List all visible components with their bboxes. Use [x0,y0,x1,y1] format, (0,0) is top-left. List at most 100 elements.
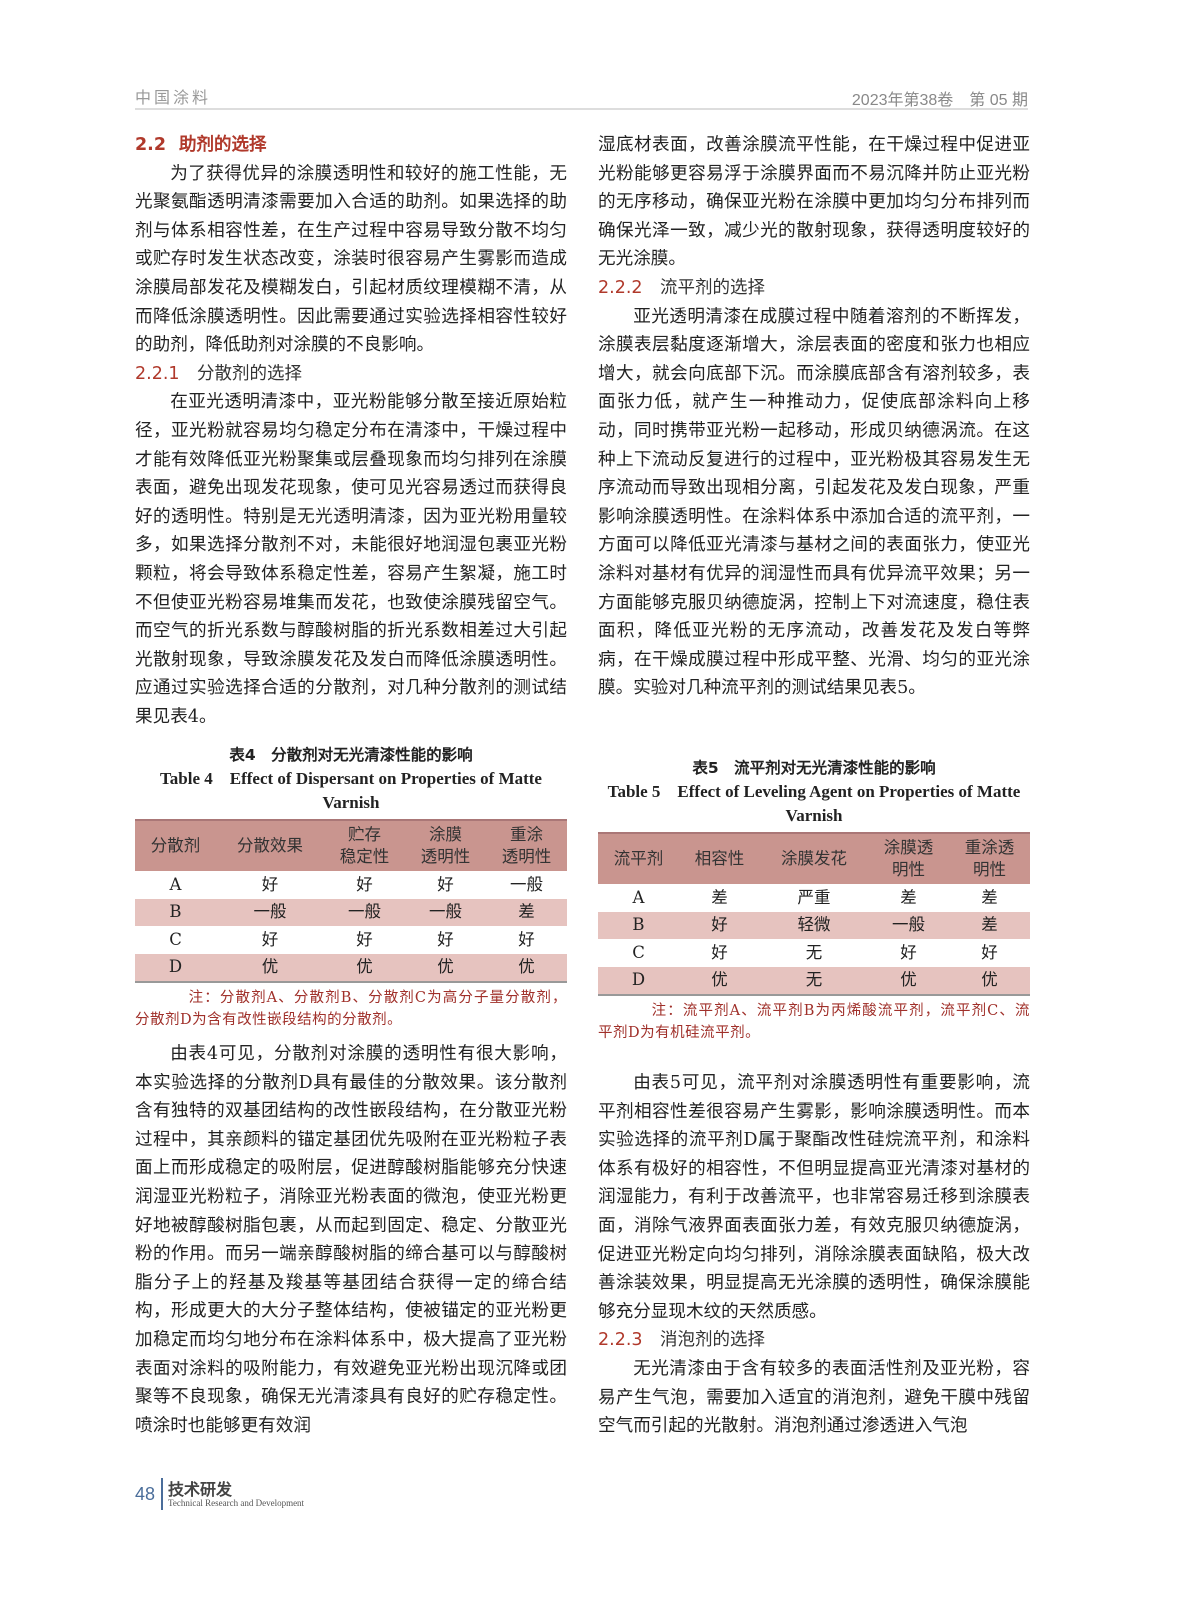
paragraph: 为了获得优异的涂膜透明性和较好的施工性能，无光聚氨酯透明清漆需要加入合适的助剂。… [135,163,567,356]
section-title: 助剂的选择 [179,135,267,155]
table-cell: 差 [981,887,998,907]
section-number: 2.2.1 [135,363,180,384]
table-cell: 一般 [216,898,324,926]
section-heading-2-2: 2.2 助剂的选择 [135,131,567,160]
table-cell: 差 [711,887,728,907]
table-cell: B [598,911,679,939]
table-cell: 好 [518,929,535,949]
left-column-top: 2.2 助剂的选择 为了获得优异的涂膜透明性和较好的施工性能，无光聚氨酯透明清漆需… [135,131,567,731]
table-cell: C [632,942,645,962]
table-cell: 优 [405,953,486,983]
column-header: 涂膜透 明性 [868,832,949,884]
footer-section-en: Technical Research and Development [168,1498,305,1508]
table-cell: B [135,898,216,926]
table-cell: 好 [437,929,454,949]
issue-info: 2023年第38卷 第 05 期 [851,92,1028,109]
table-caption-zh: 表4 分散剂对无光清漆性能的影响 [229,746,473,764]
right-column-top: 湿底材表面，改善涂膜流平性能，在干燥过程中促进亚光粉能够更容易浮于涂膜界面而不易… [598,131,1030,703]
left-column-bottom: 由表4可见，分散剂对涂膜的透明性有很大影响，本实验选择的分散剂D具有最佳的分散效… [135,1040,567,1440]
column-header: 分散剂 [135,819,216,871]
section-heading-2-2-1: 2.2.1 分散剂的选择 [135,360,567,389]
table-cell: 优 [868,966,949,996]
table-cell: 好 [711,942,728,962]
table-cell: 一般 [510,874,543,894]
table-caption-zh: 表5 流平剂对无光清漆性能的影响 [692,759,936,777]
column-header: 重涂 透明性 [486,819,567,871]
table-header-row: 分散剂 分散效果 贮存 稳定性 涂膜 透明性 重涂 透明性 [135,819,567,871]
paragraph: 在亚光透明清漆中，亚光粉能够分散至接近原始粒径，亚光粉就容易均匀稳定分布在清漆中… [135,392,567,727]
section-title: 消泡剂的选择 [660,1330,765,1351]
table-note: 注：流平剂A、流平剂B为丙烯酸流平剂，流平剂C、流平剂D为有机硅流平剂。 [598,1003,1030,1041]
table-cell: D [598,966,679,996]
footer-section-zh: 技术研发 [168,1480,233,1499]
table-cell: 好 [261,874,279,894]
table-caption-en: Table 4 Effect of Dispersant on Properti… [160,769,542,812]
table-cell: 优 [324,953,405,983]
paragraph: 湿底材表面，改善涂膜流平性能，在干燥过程中促进亚光粉能够更容易浮于涂膜界面而不易… [598,135,1030,270]
table-header-row: 流平剂 相容性 涂膜发花 涂膜透 明性 重涂透 明性 [598,832,1030,884]
table-row: A 差 严重 差 差 [598,884,1030,912]
leveling-agent-table: 流平剂 相容性 涂膜发花 涂膜透 明性 重涂透 明性 A 差严重差差 B 好轻微 一般差 C 好无好好… [598,832,1030,996]
table-row: B 好轻微 一般差 [598,911,1030,939]
table-cell: 一般 [324,898,405,926]
column-header: 涂膜 透明性 [405,819,486,871]
paragraph: 无光清漆由于含有较多的表面活性剂及亚光粉，容易产生气泡，需要加入适宜的消泡剂，避… [598,1358,1030,1437]
table-cell: 一般 [868,911,949,939]
table-cell: 优 [679,966,760,996]
section-number: 2.2.2 [598,277,643,298]
journal-name: 中国涂料 [135,88,212,107]
table-cell: 好 [356,929,373,949]
section-title: 分散剂的选择 [197,363,302,384]
page-number: 48 [135,1484,156,1504]
column-header: 涂膜发花 [760,832,868,884]
column-header: 重涂透 明性 [949,832,1030,884]
paragraph: 由表5可见，流平剂对涂膜透明性有重要影响，流平剂相容性差很容易产生雾影，影响涂膜… [598,1073,1030,1322]
table-cell: 好 [437,874,454,894]
table-cell: 差 [900,887,917,907]
table-cell: 好 [900,942,917,962]
table-5: 表5 流平剂对无光清漆性能的影响 Table 5 Effect of Level… [598,756,1030,1044]
header-divider [135,108,1028,110]
table-cell: A [169,874,182,894]
table-cell: 好 [679,911,760,939]
table-caption-en: Table 5 Effect of Leveling Agent on Prop… [607,782,1021,825]
dispersant-table: 分散剂 分散效果 贮存 稳定性 涂膜 透明性 重涂 透明性 A 好好好一般 B 一般 一般 一般差 C… [135,819,567,983]
table-cell: 无 [805,942,823,962]
table-cell: 无 [760,966,868,996]
table-cell: 严重 [797,887,831,907]
paragraph: 由表4可见，分散剂对涂膜的透明性有很大影响，本实验选择的分散剂D具有最佳的分散效… [135,1044,567,1436]
table-note: 注：分散剂A、分散剂B、分散剂C为高分子量分散剂，分散剂D为含有改性嵌段结构的分… [135,990,567,1028]
table-cell: 好 [981,942,998,962]
footer-divider [161,1478,163,1510]
column-header: 分散效果 [216,819,324,871]
table-row: B 一般 一般 一般差 [135,898,567,926]
table-row: A 好 好 好 一般 [135,871,567,899]
table-cell: 优 [949,966,1030,996]
section-number: 2.2.3 [598,1330,643,1351]
table-cell: C [169,929,182,949]
column-header: 贮存 稳定性 [324,819,405,871]
section-number: 2.2 [135,135,167,155]
column-header: 流平剂 [598,832,679,884]
table-cell: 差 [486,898,567,926]
table-4: 表4 分散剂对无光清漆性能的影响 Table 4 Effect of Dispe… [135,743,567,1031]
table-cell: 优 [216,953,324,983]
table-cell: 差 [949,911,1030,939]
paragraph: 亚光透明清漆在成膜过程中随着溶剂的不断挥发，涂膜表层黏度逐渐增大，涂层表面的密度… [598,306,1030,699]
section-heading-2-2-2: 2.2.2 流平剂的选择 [598,274,1030,303]
table-cell: 好 [356,874,373,894]
table-cell: 轻微 [760,911,868,939]
table-cell: 好 [261,929,279,949]
table-cell: 优 [486,953,567,983]
table-cell: 一般 [405,898,486,926]
right-column-bottom: 由表5可见，流平剂对涂膜透明性有重要影响，流平剂相容性差很容易产生雾影，影响涂膜… [598,1069,1030,1441]
table-cell: D [135,953,216,983]
section-heading-2-2-3: 2.2.3 消泡剂的选择 [598,1326,1030,1355]
section-title: 流平剂的选择 [660,277,765,298]
column-header: 相容性 [679,832,760,884]
